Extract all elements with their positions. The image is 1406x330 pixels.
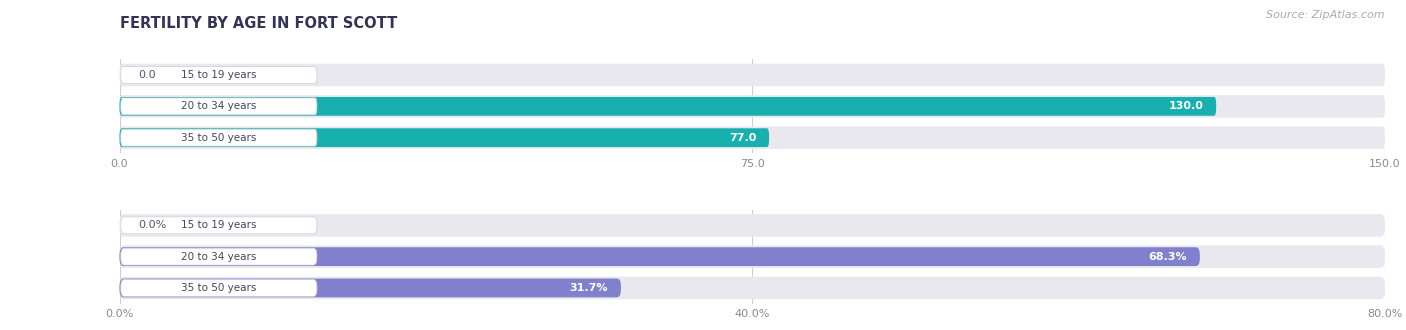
Text: Source: ZipAtlas.com: Source: ZipAtlas.com bbox=[1267, 10, 1385, 20]
Text: 20 to 34 years: 20 to 34 years bbox=[181, 252, 256, 262]
Text: 20 to 34 years: 20 to 34 years bbox=[181, 101, 256, 111]
FancyBboxPatch shape bbox=[120, 246, 1385, 268]
Text: 15 to 19 years: 15 to 19 years bbox=[181, 70, 256, 80]
Text: 0.0%: 0.0% bbox=[139, 220, 167, 230]
FancyBboxPatch shape bbox=[121, 248, 316, 265]
FancyBboxPatch shape bbox=[121, 67, 316, 83]
FancyBboxPatch shape bbox=[121, 98, 316, 115]
FancyBboxPatch shape bbox=[120, 64, 1385, 86]
FancyBboxPatch shape bbox=[120, 128, 769, 147]
FancyBboxPatch shape bbox=[121, 217, 316, 234]
FancyBboxPatch shape bbox=[120, 279, 621, 297]
FancyBboxPatch shape bbox=[120, 95, 1385, 117]
FancyBboxPatch shape bbox=[121, 280, 316, 296]
FancyBboxPatch shape bbox=[120, 277, 1385, 299]
Text: 68.3%: 68.3% bbox=[1149, 252, 1187, 262]
FancyBboxPatch shape bbox=[121, 129, 316, 146]
Text: 130.0: 130.0 bbox=[1168, 101, 1204, 111]
Text: FERTILITY BY AGE IN FORT SCOTT: FERTILITY BY AGE IN FORT SCOTT bbox=[120, 16, 396, 31]
Text: 31.7%: 31.7% bbox=[569, 283, 609, 293]
FancyBboxPatch shape bbox=[120, 247, 1199, 266]
Text: 35 to 50 years: 35 to 50 years bbox=[181, 133, 256, 143]
FancyBboxPatch shape bbox=[120, 214, 1385, 237]
FancyBboxPatch shape bbox=[120, 97, 1216, 116]
Text: 0.0: 0.0 bbox=[139, 70, 156, 80]
Text: 15 to 19 years: 15 to 19 years bbox=[181, 220, 256, 230]
Text: 77.0: 77.0 bbox=[730, 133, 756, 143]
FancyBboxPatch shape bbox=[120, 126, 1385, 149]
Text: 35 to 50 years: 35 to 50 years bbox=[181, 283, 256, 293]
